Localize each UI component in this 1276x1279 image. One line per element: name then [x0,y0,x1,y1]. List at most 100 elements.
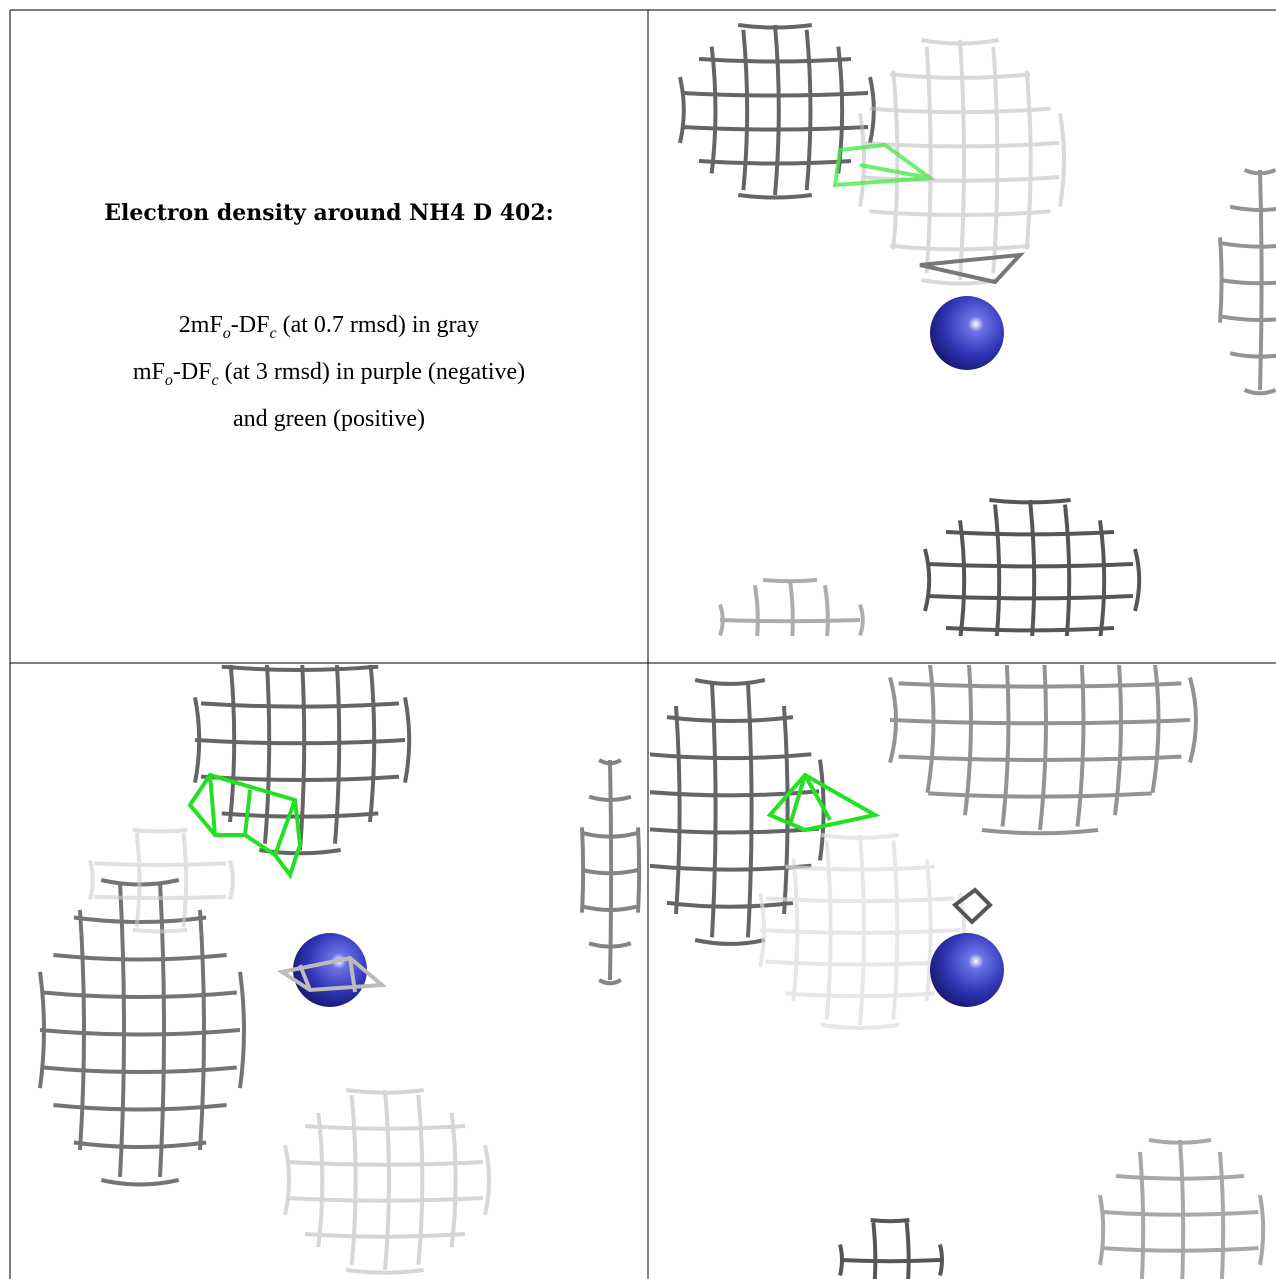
mesh-line [78,909,86,1151]
mesh-line [860,140,1060,149]
mesh-line [132,928,188,934]
mesh-line [276,955,388,993]
mesh-line [1229,351,1276,359]
mesh-line [858,834,866,1026]
caption-line: 2mFo-DFc (at 0.7 rmsd) in gray [12,306,646,353]
mesh-line [989,660,1070,662]
mesh-line [963,665,973,816]
caption-text: c [211,371,219,389]
density-panel [678,23,1276,662]
mesh-line [681,125,869,132]
mesh-line [889,72,1031,80]
mesh-line [118,882,126,1178]
mesh-line [737,23,813,30]
mesh-line [858,113,866,207]
mesh-line [765,896,955,904]
mesh-line [181,832,189,928]
caption-text: o [222,324,231,342]
mesh-line [762,578,818,584]
caption: Electron density around NH4 D 402: 2mFo-… [12,200,646,438]
mesh-line [741,29,750,191]
mesh [38,878,246,1187]
mesh-line [666,900,794,909]
mesh-line [945,626,1115,633]
mesh-line [993,504,1002,636]
caption-text: and green (positive) [233,405,425,432]
mesh-line [304,1124,466,1131]
caption-lines: 2mFo-DFc (at 0.7 rmsd) in gray mFo-DFc (a… [12,306,646,438]
caption-title: Electron density around NH4 D 402: [104,200,554,226]
mesh-line [889,718,1191,726]
mesh-line [581,868,639,876]
atom [930,933,1004,1007]
mesh-line [927,594,1133,601]
mesh-line [871,1222,878,1279]
mesh-line [804,29,813,191]
mesh-line [904,1222,911,1279]
mesh-line [1101,1210,1259,1217]
mesh-line [824,840,833,1020]
mesh-line [1219,278,1276,286]
mesh-line [650,826,820,835]
mesh [718,578,865,661]
mesh-line [345,1268,425,1275]
mesh-line [666,715,794,724]
mesh-line [1258,1194,1266,1266]
mesh-line [1258,169,1264,391]
mesh-line [694,938,766,946]
caption-text: c [269,324,277,342]
mesh-line [763,660,817,661]
mesh-line [598,978,622,986]
mesh-line [286,1196,484,1203]
mesh-line [698,159,852,166]
mesh [858,38,1066,286]
mesh-line [898,681,1182,689]
mesh-line [383,1089,391,1271]
mesh-line [674,705,682,915]
mesh-line [650,752,812,761]
mesh [580,758,642,986]
mesh-line [858,603,865,636]
mesh-line [1229,204,1276,212]
mesh-line [88,860,95,900]
mesh-line [694,678,766,686]
mesh-line [698,57,852,64]
mesh-line [1115,1174,1245,1181]
mesh-line [304,1232,466,1239]
mesh-line [1098,520,1107,636]
mesh-line [221,811,379,819]
mesh-line [1133,548,1142,612]
atom [930,296,1004,370]
mesh-line [298,665,307,851]
mesh-line [719,618,861,624]
mesh [193,665,412,856]
mesh-line [53,953,227,962]
caption-text: o [164,371,173,389]
caption-text: (at 0.7 rmsd) in gray [276,312,480,338]
mesh-line [1000,665,1011,827]
mesh-line [951,887,993,925]
mesh [1098,1138,1266,1279]
density-panel [38,665,642,1275]
caption-text: -DF [230,312,270,338]
mesh-line [889,243,1031,252]
mesh-line [765,959,955,967]
mesh-line [228,665,237,823]
mesh-line [1221,314,1276,322]
mesh-line [709,46,718,174]
mesh-line [1113,665,1123,816]
mesh-line [681,91,869,98]
mesh-line [820,833,900,840]
mesh-line [891,70,900,250]
mesh-line [928,647,1152,650]
mesh-line [483,1144,491,1216]
mesh-line [187,772,303,880]
mesh-line [1024,70,1033,250]
mesh [1218,168,1276,396]
frame [9,9,1276,1279]
mesh-line [200,701,400,709]
mesh-line [1028,499,1037,636]
mesh-line [923,548,932,612]
